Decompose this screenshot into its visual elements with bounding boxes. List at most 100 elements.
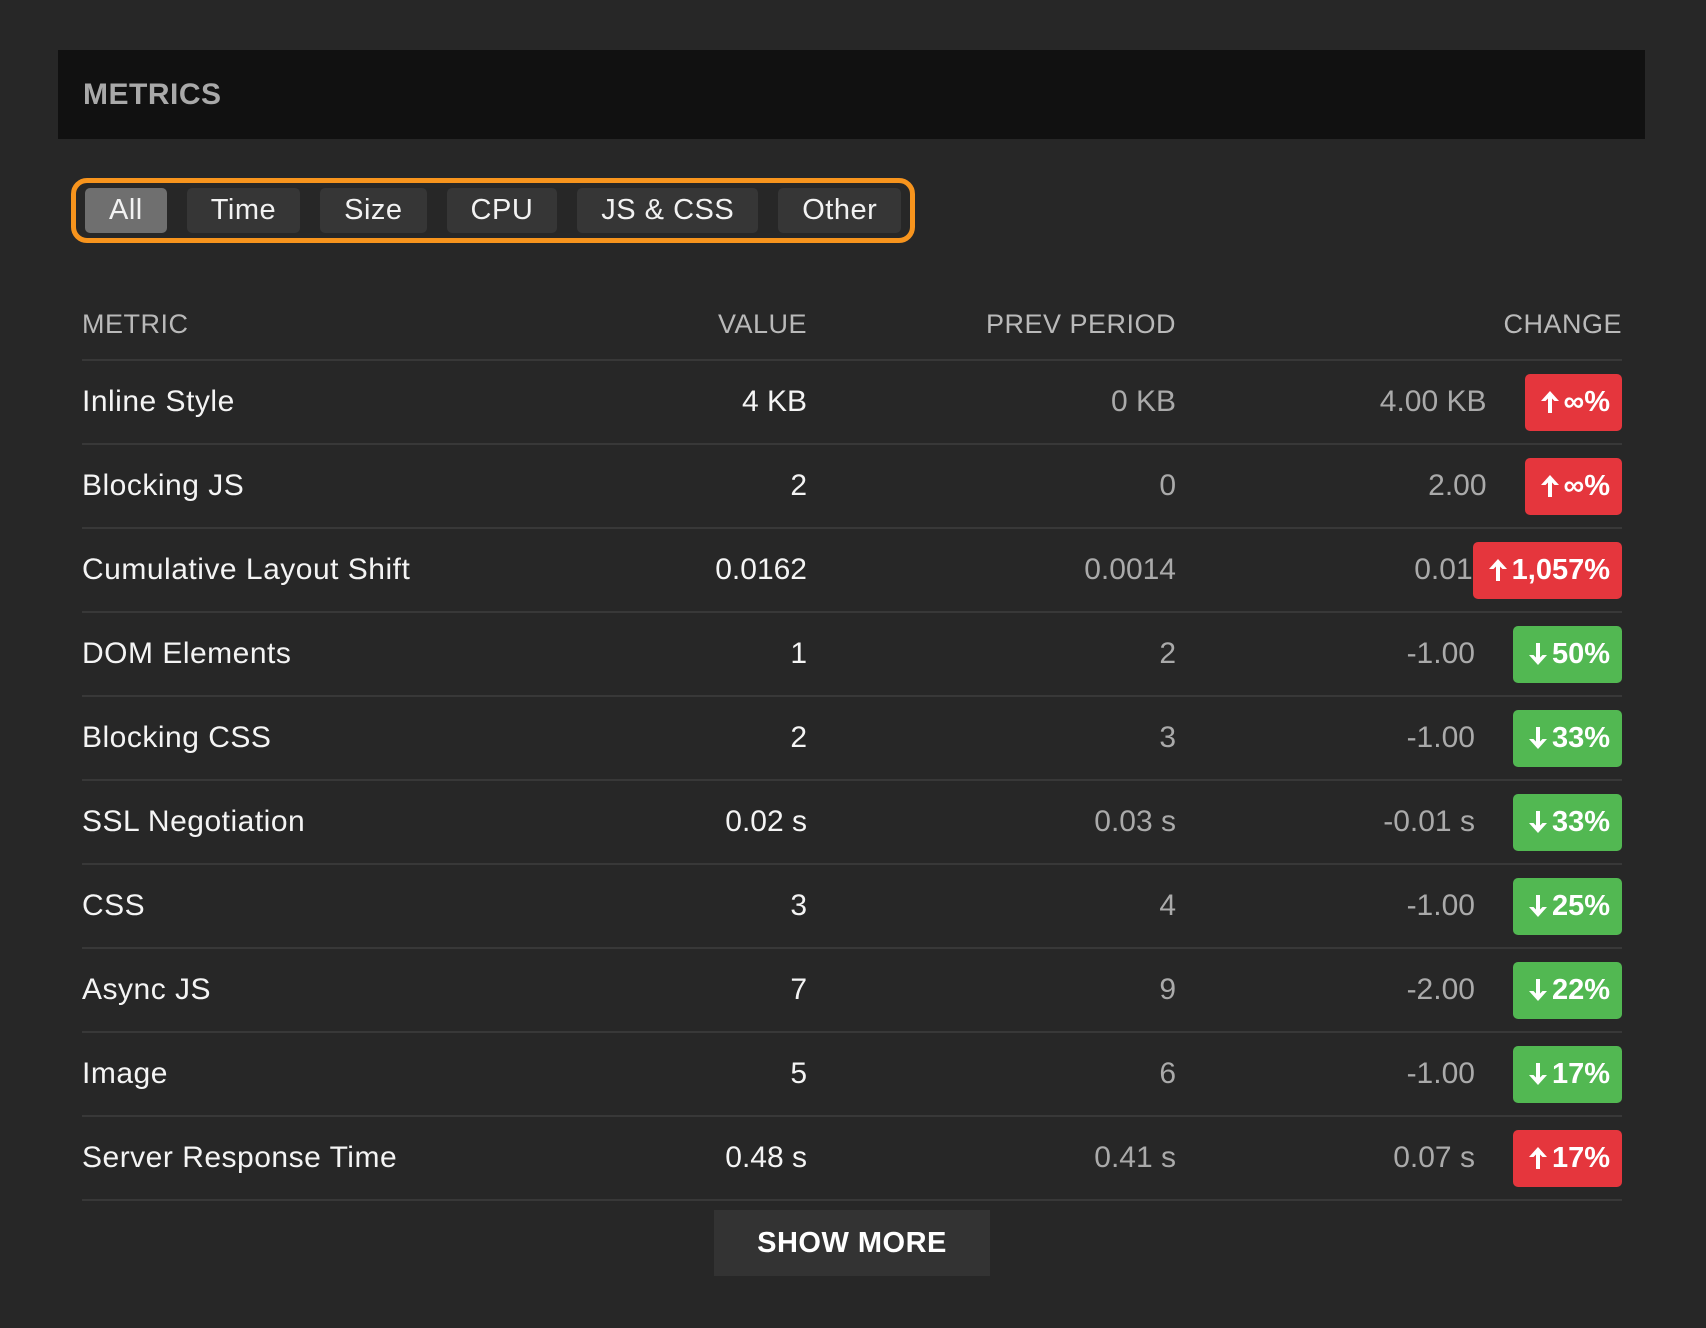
- metric-value: 2: [790, 721, 807, 754]
- metric-change-diff: -1.00: [1406, 1057, 1475, 1090]
- arrow-up-icon: [1527, 1145, 1549, 1171]
- filter-tab-other[interactable]: Other: [778, 188, 902, 233]
- metric-change-diff: -0.01 s: [1383, 805, 1475, 838]
- metric-change-cell: 0.07 s 17%: [1176, 1129, 1622, 1187]
- metric-change-diff: 0.01: [1414, 553, 1473, 586]
- metric-prev-value: 0.0014: [1084, 553, 1176, 586]
- arrow-up-icon: [1539, 473, 1561, 499]
- filter-tab-js-css[interactable]: JS & CSS: [577, 188, 759, 233]
- metric-change-diff: -1.00: [1406, 637, 1475, 670]
- change-badge-percent: ∞%: [1563, 385, 1610, 418]
- arrow-down-icon: [1527, 1061, 1549, 1087]
- arrow-up-icon: [1539, 389, 1561, 415]
- change-badge-percent: 22%: [1551, 973, 1610, 1006]
- change-badge-percent: 25%: [1551, 889, 1610, 922]
- metric-name: Cumulative Layout Shift: [82, 553, 411, 586]
- metric-change-cell: -1.00 17%: [1176, 1045, 1622, 1103]
- metric-value: 4 KB: [741, 385, 807, 418]
- metric-change-diff: 0.07 s: [1393, 1141, 1475, 1174]
- filter-tab-all[interactable]: All: [85, 188, 167, 233]
- table-row[interactable]: Blocking JS 2 0 2.00 ∞%: [82, 445, 1622, 529]
- column-header-change-label: CHANGE: [1503, 309, 1622, 339]
- column-header-change[interactable]: CHANGE: [1176, 309, 1622, 340]
- metric-value: 5: [790, 1057, 807, 1090]
- metric-prev-value: 3: [1159, 721, 1176, 754]
- table-row[interactable]: CSS 3 4 -1.00 25%: [82, 865, 1622, 949]
- change-badge: ∞%: [1524, 373, 1622, 431]
- filter-tab-size[interactable]: Size: [320, 188, 427, 233]
- table-row[interactable]: Cumulative Layout Shift 0.0162 0.0014 0.01 1…: [82, 529, 1622, 613]
- table-row[interactable]: Server Response Time 0.48 s 0.41 s 0.07 s 17…: [82, 1117, 1622, 1201]
- filter-tab-time[interactable]: Time: [186, 188, 301, 233]
- metric-change-diff: -1.00: [1406, 889, 1475, 922]
- metrics-table: METRIC VALUE PREV PERIOD CHANGE Inline S…: [82, 290, 1622, 1201]
- arrow-down-icon: [1527, 725, 1549, 751]
- metric-name: Server Response Time: [82, 1141, 398, 1174]
- metric-prev-value: 6: [1159, 1057, 1176, 1090]
- change-badge: ∞%: [1524, 457, 1622, 515]
- metric-change-cell: 4.00 KB ∞%: [1176, 373, 1622, 431]
- metric-change-diff: 2.00: [1428, 469, 1487, 502]
- metric-change-cell: -1.00 25%: [1176, 877, 1622, 935]
- change-badge-percent: 1,057%: [1511, 553, 1610, 586]
- metric-value: 0.0162: [715, 553, 807, 586]
- metric-change-cell: 2.00 ∞%: [1176, 457, 1622, 515]
- change-badge-percent: 33%: [1551, 721, 1610, 754]
- table-row[interactable]: SSL Negotiation 0.02 s 0.03 s -0.01 s 33%: [82, 781, 1622, 865]
- change-badge-percent: 50%: [1551, 637, 1610, 670]
- page-title: METRICS: [83, 77, 222, 111]
- metric-filter-tabs: All Time Size CPU JS & CSS Other: [71, 178, 916, 243]
- metric-value: 1: [790, 637, 807, 670]
- arrow-down-icon: [1527, 977, 1549, 1003]
- change-badge: 22%: [1512, 961, 1622, 1019]
- metric-value: 0.48 s: [725, 1141, 807, 1174]
- metric-prev-value: 4: [1159, 889, 1176, 922]
- arrow-up-icon: [1487, 557, 1509, 583]
- metric-change-cell: 0.01 1,057%: [1176, 541, 1622, 599]
- metric-name: Async JS: [82, 973, 212, 1006]
- metric-value: 3: [790, 889, 807, 922]
- table-header-row: METRIC VALUE PREV PERIOD CHANGE: [82, 290, 1622, 361]
- metric-name: Blocking JS: [82, 469, 245, 502]
- arrow-down-icon: [1527, 809, 1549, 835]
- change-badge: 25%: [1512, 877, 1622, 935]
- metric-prev-value: 0: [1159, 469, 1176, 502]
- change-badge-percent: 33%: [1551, 805, 1610, 838]
- metric-change-diff: -1.00: [1406, 721, 1475, 754]
- arrow-down-icon: [1527, 641, 1549, 667]
- column-header-metric[interactable]: METRIC: [82, 309, 189, 339]
- metric-prev-value: 0.41 s: [1094, 1141, 1176, 1174]
- table-row[interactable]: Inline Style 4 KB 0 KB 4.00 KB ∞%: [82, 361, 1622, 445]
- metric-prev-value: 0.03 s: [1094, 805, 1176, 838]
- change-badge-percent: ∞%: [1563, 469, 1610, 502]
- show-more-button[interactable]: SHOW MORE: [714, 1210, 990, 1276]
- table-row[interactable]: Blocking CSS 2 3 -1.00 33%: [82, 697, 1622, 781]
- change-badge: 17%: [1512, 1045, 1622, 1103]
- table-row[interactable]: Image 5 6 -1.00 17%: [82, 1033, 1622, 1117]
- change-badge: 17%: [1512, 1129, 1622, 1187]
- metric-value: 0.02 s: [725, 805, 807, 838]
- change-badge-percent: 17%: [1551, 1141, 1610, 1174]
- change-badge: 50%: [1512, 625, 1622, 683]
- metric-change-diff: -2.00: [1406, 973, 1475, 1006]
- change-badge: 33%: [1512, 709, 1622, 767]
- column-header-prev-period[interactable]: PREV PERIOD: [985, 309, 1176, 339]
- metric-name: Blocking CSS: [82, 721, 272, 754]
- metric-prev-value: 2: [1159, 637, 1176, 670]
- metric-change-diff: 4.00 KB: [1379, 385, 1487, 418]
- metric-prev-value: 9: [1159, 973, 1176, 1006]
- metric-change-cell: -1.00 50%: [1176, 625, 1622, 683]
- table-row[interactable]: Async JS 7 9 -2.00 22%: [82, 949, 1622, 1033]
- metric-change-cell: -1.00 33%: [1176, 709, 1622, 767]
- table-row[interactable]: DOM Elements 1 2 -1.00 50%: [82, 613, 1622, 697]
- metric-name: SSL Negotiation: [82, 805, 306, 838]
- filter-tab-cpu[interactable]: CPU: [446, 188, 558, 233]
- column-header-value[interactable]: VALUE: [717, 309, 807, 339]
- metrics-header: METRICS: [58, 50, 1645, 139]
- metric-name: Inline Style: [82, 385, 235, 418]
- metric-value: 7: [790, 973, 807, 1006]
- change-badge: 33%: [1512, 793, 1622, 851]
- metric-name: DOM Elements: [82, 637, 292, 670]
- change-badge-percent: 17%: [1551, 1057, 1610, 1090]
- metric-name: CSS: [82, 889, 146, 922]
